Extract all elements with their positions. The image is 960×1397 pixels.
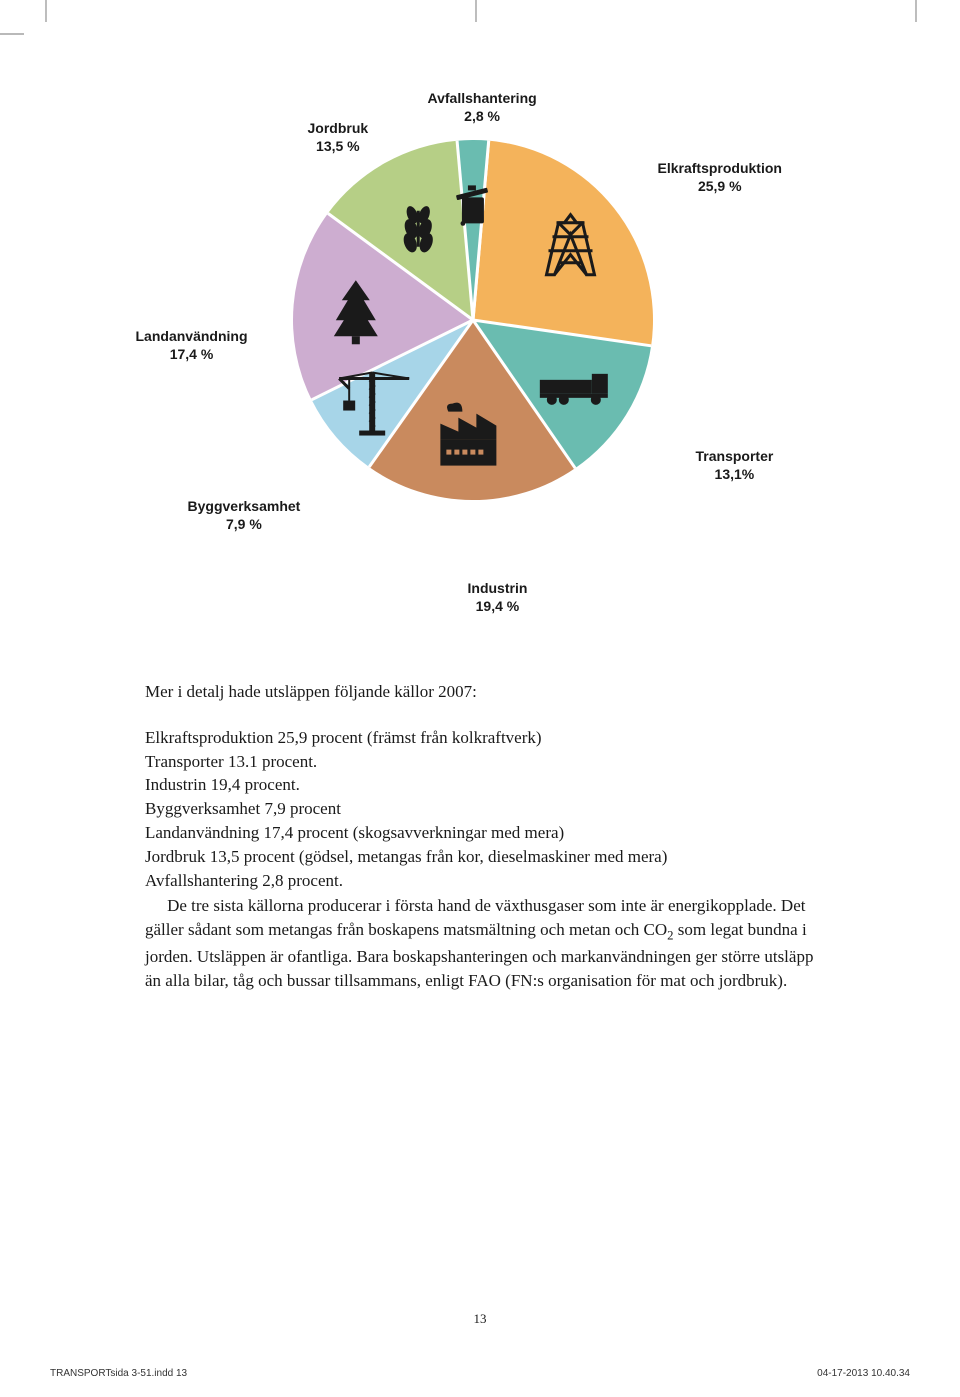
detail-line: Landanvändning 17,4 procent (skogsavverk… bbox=[145, 821, 820, 845]
detail-line: Elkraftsproduktion 25,9 procent (främst … bbox=[145, 726, 820, 750]
print-footer: TRANSPORTsida 3-51.indd 13 04-17-2013 10… bbox=[50, 1368, 910, 1379]
pie-svg bbox=[293, 140, 673, 520]
page-number: 13 bbox=[0, 1311, 960, 1327]
detail-line: Jordbruk 13,5 procent (gödsel, metangas … bbox=[145, 845, 820, 869]
pie-slice-elkraft bbox=[473, 141, 653, 346]
chart-label-elkraft: Elkraftsproduktion25,9 % bbox=[658, 160, 782, 195]
paragraph-1: De tre sista källorna producerar i först… bbox=[145, 894, 820, 993]
chart-label-bygg: Byggverksamhet7,9 % bbox=[188, 498, 301, 533]
emissions-pie-chart: Elkraftsproduktion25,9 % Transporter13,1%… bbox=[118, 90, 838, 650]
detail-line: Transporter 13.1 procent. bbox=[145, 750, 820, 774]
footer-filename: TRANSPORTsida 3-51.indd 13 bbox=[50, 1368, 187, 1379]
detail-line: Avfallshantering 2,8 procent. bbox=[145, 869, 820, 893]
footer-timestamp: 04-17-2013 10.40.34 bbox=[817, 1368, 910, 1379]
chart-label-industrin: Industrin19,4 % bbox=[468, 580, 528, 615]
chart-label-land: Landanvändning17,4 % bbox=[136, 328, 248, 363]
chart-label-avfall: Avfallshantering2,8 % bbox=[428, 90, 537, 125]
intro-line: Mer i detalj hade utsläppen följande käl… bbox=[145, 680, 820, 704]
chart-label-transporter: Transporter13,1% bbox=[696, 448, 774, 483]
detail-line: Byggverksamhet 7,9 procent bbox=[145, 797, 820, 821]
detail-line: Industrin 19,4 procent. bbox=[145, 773, 820, 797]
chart-label-jordbruk: Jordbruk13,5 % bbox=[308, 120, 369, 155]
body-text: Mer i detalj hade utsläppen följande käl… bbox=[145, 680, 820, 993]
